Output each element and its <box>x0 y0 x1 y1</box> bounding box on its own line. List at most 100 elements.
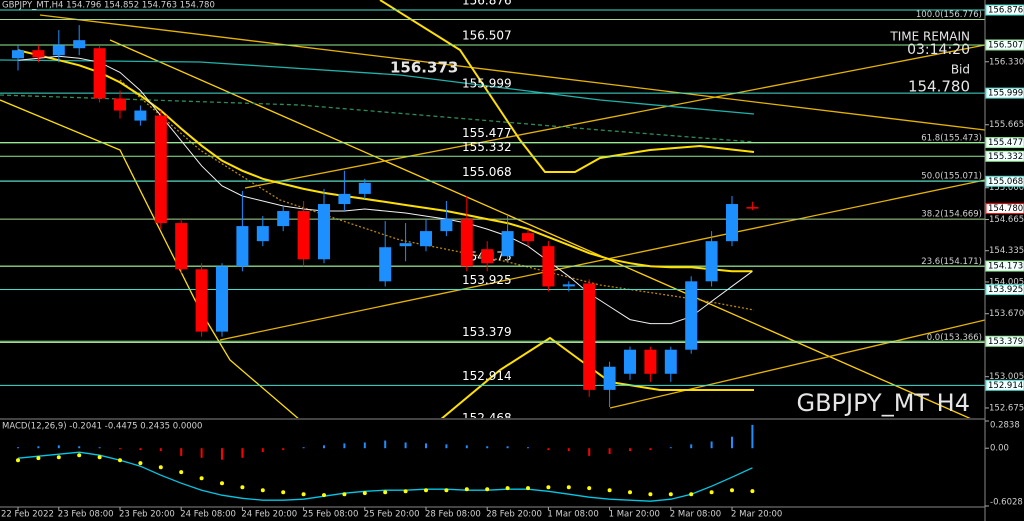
y-tick-label: 155.000 <box>989 183 1024 193</box>
signal-dot <box>526 486 530 491</box>
x-tick-label: 22 Feb 2022 <box>1 510 54 520</box>
candle-body <box>481 249 494 264</box>
fibo-label: 100.0(156.776) <box>916 10 982 20</box>
macd-panel <box>16 424 755 502</box>
header: GBPJPY_MT,H4 154.796 154.852 154.763 154… <box>2 1 215 11</box>
bid-label: Bid <box>951 63 970 77</box>
x-tick-label: 2 Mar 08:00 <box>670 510 721 520</box>
trend-lines <box>0 0 985 418</box>
histogram-bar <box>486 446 489 449</box>
signal-dot <box>628 490 632 495</box>
candle-body <box>746 207 759 209</box>
histogram-bar <box>425 443 427 449</box>
level-label: 153.925 <box>462 273 512 287</box>
ma-line <box>17 55 753 325</box>
x-tick-label: 23 Feb 20:00 <box>119 510 175 520</box>
candle-body <box>705 241 718 282</box>
signal-dot <box>56 455 61 460</box>
signal-dot <box>301 492 306 497</box>
histogram-bar <box>221 448 223 460</box>
signal-dot <box>240 485 245 490</box>
signal-dot <box>668 492 673 497</box>
candle-body <box>501 231 514 257</box>
bid-box <box>985 203 1024 215</box>
y-tick-label: 154.335 <box>989 246 1024 256</box>
histogram-bar <box>200 448 203 458</box>
level-box-label: 156.507 <box>988 40 1023 50</box>
fibo-label: 38.2(154.669) <box>921 210 982 220</box>
candle-body <box>134 110 147 121</box>
signal-dot <box>97 455 102 460</box>
histogram-bar <box>180 448 183 456</box>
level-label: 153.379 <box>462 325 512 339</box>
histogram-bar <box>119 448 121 450</box>
trend-line <box>244 44 985 189</box>
histogram-bar <box>649 448 652 451</box>
y-tick-label: -0.6028 <box>990 498 1023 508</box>
level-label: 155.332 <box>462 140 512 154</box>
signal-dot <box>444 488 449 493</box>
level-box <box>985 335 1024 347</box>
candle-body <box>52 45 65 56</box>
candle-body <box>216 266 228 332</box>
fibo-label: 50.0(155.071) <box>921 172 982 182</box>
candle-body <box>726 204 738 242</box>
level-box-label: 153.379 <box>988 337 1023 347</box>
macd-title: MACD(12,26,9) -0.2041 -0.4475 0.2435 0.0… <box>2 422 202 432</box>
signal-dot <box>322 493 326 498</box>
level-box-label: 155.477 <box>988 138 1023 148</box>
candle-body <box>460 219 473 267</box>
candle-body <box>440 219 453 232</box>
candle-body <box>664 349 677 374</box>
price-panel: 100.0(156.776) 61.8(155.473) 50.0(155.071)… <box>0 0 985 418</box>
candle-body <box>522 233 534 242</box>
candle-body <box>562 284 575 287</box>
timer: 03:14:20 <box>907 42 970 58</box>
level-label: 152.914 <box>462 369 512 383</box>
signal-dot <box>566 485 571 490</box>
x-tick-label: 24 Feb 08:00 <box>180 510 236 520</box>
macd-line <box>17 451 753 502</box>
histogram-bar <box>445 444 448 449</box>
signal-dot <box>648 492 653 497</box>
candle-body <box>114 98 126 111</box>
histogram-bar <box>506 446 509 449</box>
moving-average <box>0 94 755 143</box>
level-label: 155.999 <box>462 77 512 91</box>
band-upper <box>379 0 755 173</box>
candle-body <box>624 349 636 374</box>
level-label: 156.876 <box>462 0 512 8</box>
level-box <box>985 284 1024 296</box>
histogram-bar <box>302 447 305 449</box>
signal-dot <box>342 492 347 497</box>
histogram-bar <box>323 445 325 449</box>
signal-dot <box>689 492 694 497</box>
histogram-bar <box>139 448 142 451</box>
level-box-label: 154.173 <box>988 262 1023 272</box>
histogram-bar <box>78 446 81 449</box>
fibo-label: 23.6(154.171) <box>921 257 982 267</box>
signal-dot <box>730 488 734 493</box>
y-tick-label: 156.330 <box>989 57 1024 67</box>
signal-dot <box>464 487 469 492</box>
candle-body <box>603 366 616 390</box>
candle-body <box>583 283 596 390</box>
candle-body <box>542 246 555 287</box>
histogram-bar <box>608 448 611 454</box>
moving-average <box>0 59 755 115</box>
histogram-bar <box>343 443 346 449</box>
signal-dot <box>220 481 224 486</box>
y-tick-label: 152.675 <box>989 403 1024 413</box>
histogram-bar <box>363 442 366 449</box>
trend-line <box>609 319 985 409</box>
x-tick-label: 2 Mar 20:00 <box>731 510 782 520</box>
band-lower <box>440 336 754 418</box>
histogram-bar <box>241 448 244 458</box>
x-tick-label: 25 Feb 08:00 <box>303 510 359 520</box>
signal-dot <box>118 458 122 463</box>
histogram-bar <box>669 447 672 449</box>
signal-dot <box>260 488 265 493</box>
signal-dot <box>199 476 204 481</box>
level-box-label: 152.914 <box>988 381 1023 391</box>
